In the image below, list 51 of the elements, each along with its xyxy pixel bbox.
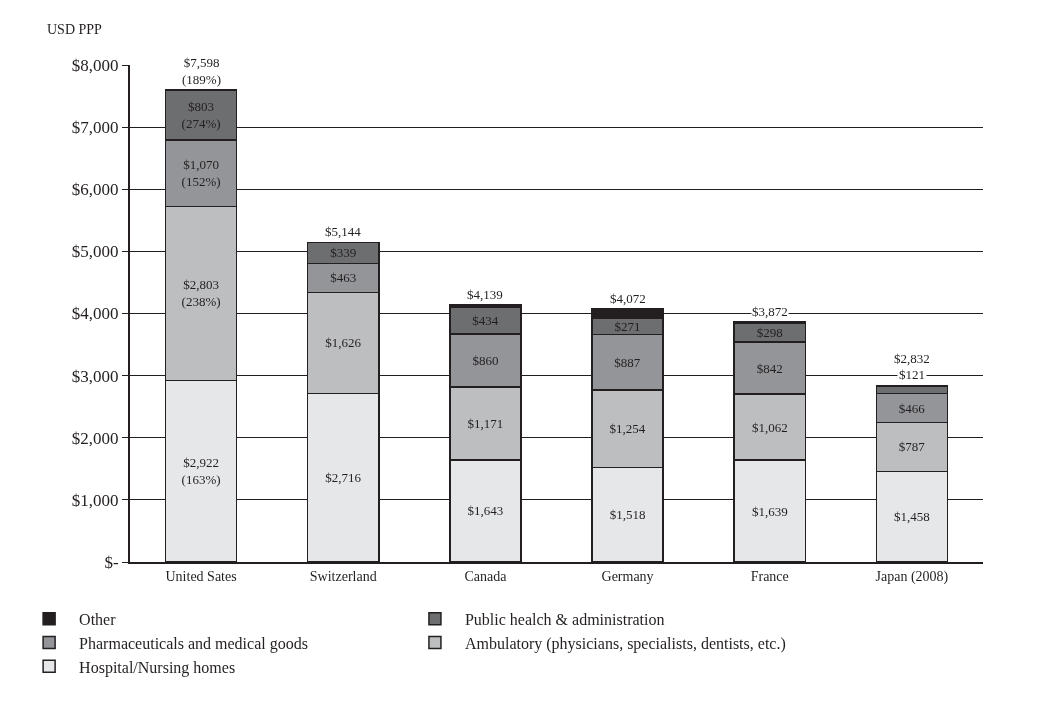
- data-label: $271: [614, 318, 641, 334]
- y-tick-label: $2,000: [71, 428, 119, 448]
- x-tick-label: United Sates: [165, 568, 237, 584]
- legend-label: Public healch & administration: [464, 610, 665, 628]
- data-label: $1,070 (152%): [181, 157, 221, 190]
- y-tick-label: $4,000: [71, 304, 119, 324]
- total-label: $7,598 (189%): [182, 55, 221, 87]
- legend-label: Ambulatory (physicians, specialists, dentists, etc.): [464, 634, 786, 653]
- total-label: $4,139: [467, 287, 503, 302]
- y-tick-label: $6,000: [71, 180, 119, 200]
- data-label: $842: [756, 360, 783, 376]
- y-tick-label: $5,000: [71, 242, 119, 262]
- x-tick-label: France: [750, 568, 789, 584]
- data-label: $2,716: [325, 470, 362, 486]
- data-label: $1,171: [467, 416, 504, 432]
- data-label: $1,458: [894, 509, 930, 525]
- data-label: $1,643: [467, 503, 504, 519]
- data-label: $1,639: [751, 503, 788, 519]
- total-label: $5,144: [325, 224, 362, 239]
- y-axis-title: USD PPP: [47, 22, 103, 37]
- data-label: $787: [898, 439, 926, 455]
- data-label: $434: [472, 312, 499, 328]
- data-label: $2,803 (238%): [181, 277, 221, 310]
- legend-label: Pharmaceuticals and medical goods: [79, 634, 308, 653]
- y-tick-label: $1,000: [71, 490, 119, 510]
- data-label: $298: [756, 325, 783, 341]
- x-tick-label: Japan (2008): [875, 568, 949, 585]
- legend-label: Hospital/Nursing homes: [79, 658, 236, 677]
- data-label: $1,518: [609, 507, 646, 523]
- legend-label: Other: [79, 610, 117, 628]
- data-label: $121: [899, 367, 925, 382]
- total-label: $4,072: [610, 291, 646, 306]
- x-tick-label: Switzerland: [309, 568, 377, 584]
- data-label: $1,062: [751, 419, 788, 435]
- y-tick-label: $-: [104, 552, 119, 572]
- y-tick-label: $3,000: [71, 366, 119, 386]
- y-tick-label: $8,000: [71, 55, 119, 75]
- data-label: $860: [472, 352, 499, 368]
- total-label: $3,872: [752, 304, 788, 319]
- data-label: $463: [330, 270, 357, 286]
- data-label: $887: [614, 354, 641, 370]
- data-label: $1,254: [609, 421, 646, 437]
- x-tick-label: Germany: [601, 568, 654, 584]
- data-label: $803 (274%): [181, 98, 221, 131]
- data-label: $339: [330, 245, 357, 261]
- total-label: $2,832: [894, 351, 930, 366]
- data-label: $466: [898, 400, 926, 416]
- data-label: $1,626: [325, 335, 362, 351]
- y-tick-label: $7,000: [71, 118, 119, 138]
- data-label: $2,922 (163%): [181, 455, 221, 488]
- x-tick-label: Canada: [464, 568, 508, 584]
